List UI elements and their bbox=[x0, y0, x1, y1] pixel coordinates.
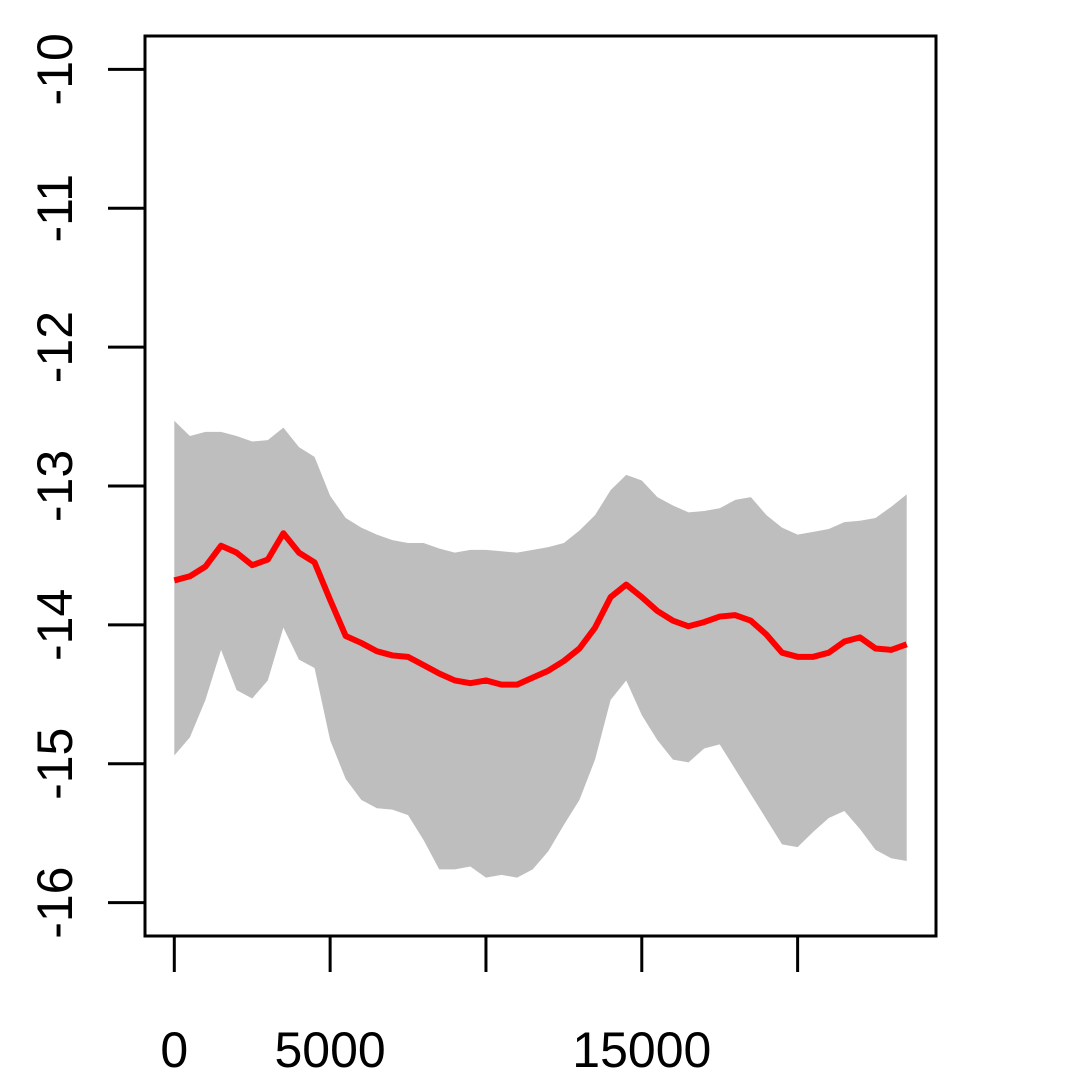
y-tick-label: -12 bbox=[27, 311, 83, 383]
x-tick-label: 0 bbox=[160, 1022, 188, 1078]
y-tick-label: -11 bbox=[27, 174, 83, 243]
mean-line bbox=[173, 530, 908, 688]
x-tick-label: 5000 bbox=[275, 1022, 386, 1078]
y-tick-label: -10 bbox=[27, 33, 83, 105]
confidence-band bbox=[174, 420, 907, 878]
x-tick-label: 15000 bbox=[572, 1022, 711, 1078]
y-tick-label: -13 bbox=[27, 450, 83, 522]
y-tick-label: -14 bbox=[27, 589, 83, 661]
y-tick-label: -16 bbox=[27, 867, 83, 939]
y-tick-label: -15 bbox=[27, 728, 83, 800]
